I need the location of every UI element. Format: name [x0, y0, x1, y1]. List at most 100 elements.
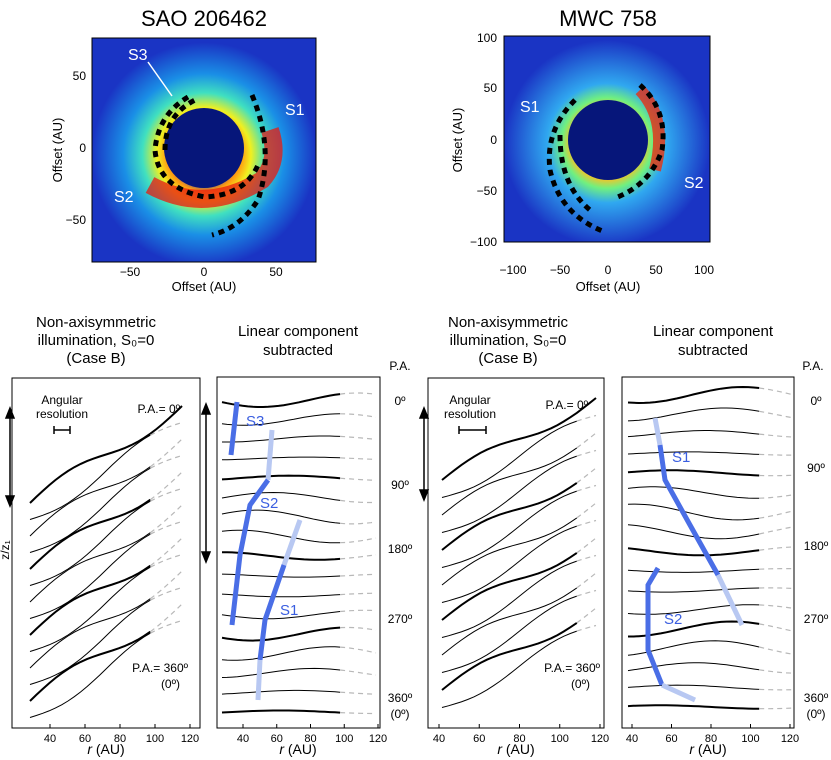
pa-bottom-label: (0º) — [161, 677, 180, 691]
resolution-label: Angular — [449, 393, 490, 407]
bottom-panel-1: Non-axisymmetric illumination, S₀=0 (Cas… — [0, 314, 201, 757]
residual-curve — [221, 491, 341, 501]
profile-curve — [441, 630, 577, 708]
track-s1 — [257, 564, 287, 661]
x-tick-label: 40 — [44, 733, 56, 745]
residual-curve — [627, 486, 760, 499]
x-tick-label: 40 — [433, 733, 445, 745]
pa-label: 270º — [388, 612, 413, 626]
x-tick-label: 80 — [705, 733, 717, 745]
residual-curve — [627, 503, 760, 521]
pa-top-label: P.A.= 0º — [137, 402, 180, 416]
residual-curve — [221, 593, 341, 598]
residual-curve-extension — [759, 604, 793, 609]
x-tick-label: 100 — [146, 733, 164, 745]
pa-label: (0º) — [390, 707, 409, 721]
profile-curve — [441, 447, 578, 516]
x-tick-label: 80 — [304, 733, 316, 745]
title-line: Linear component — [238, 323, 359, 340]
profile-curve-extension — [576, 414, 597, 422]
y-tick: 50 — [73, 69, 87, 83]
track-label: S1 — [672, 449, 690, 466]
profile-curve-extension — [150, 520, 183, 535]
profile-curve-extension — [576, 624, 597, 632]
x-tick-label: 80 — [114, 733, 126, 745]
residual-curve-extension — [759, 410, 793, 419]
spiral-trace-s3 — [162, 97, 197, 151]
profile-curve-extension — [150, 454, 183, 469]
profile-curve-extension — [150, 553, 183, 568]
profile-curve — [441, 397, 597, 481]
residual-curve-extension — [759, 623, 793, 632]
residual-curve-extension — [340, 712, 376, 715]
pa-label: 360º — [388, 691, 413, 705]
axes-frame — [216, 376, 381, 729]
residual-curve-extension — [340, 626, 377, 631]
x-axis-label: r (AU) — [497, 741, 534, 757]
axes-frame — [91, 37, 317, 263]
spiral-trace-s1 — [211, 94, 268, 238]
residual-curve-extension — [340, 669, 377, 676]
panel-title: MWC 758 — [559, 6, 657, 31]
profile-curve — [29, 599, 151, 685]
residual-curve-extension — [759, 568, 792, 570]
pa-bottom-label: P.A.= 360º — [544, 661, 600, 675]
profile-curve-extension — [149, 471, 183, 501]
residual-curve — [627, 704, 760, 710]
profile-curve — [441, 482, 578, 551]
inner-disk — [164, 108, 244, 188]
pa-top-label: P.A.= 0º — [545, 398, 588, 412]
profile-curve — [29, 564, 151, 636]
residual-curve-extension — [340, 646, 377, 654]
x-tick-label: 60 — [79, 733, 91, 745]
x-axis-label: r (AU) — [689, 741, 726, 757]
resolution-label: resolution — [444, 407, 496, 421]
residual-curve — [627, 684, 760, 690]
label-s1: S1 — [520, 99, 540, 116]
residual-curve-extension — [340, 573, 377, 577]
profile-curve-extension — [149, 504, 183, 534]
s3-pointer — [147, 61, 173, 97]
x-tick-label: 100 — [551, 733, 569, 745]
profile-curve — [441, 525, 577, 603]
residual-curve-extension — [759, 707, 793, 710]
x-tick-label: 40 — [237, 733, 249, 745]
x-tick-label: 120 — [781, 733, 799, 745]
x-tick-label: 60 — [665, 733, 677, 745]
profile-curve — [29, 632, 151, 718]
x-tick-label: 80 — [513, 733, 525, 745]
spiral-trace-s2 — [614, 83, 666, 201]
residual-curve — [221, 413, 341, 426]
profile-curve — [29, 405, 183, 504]
label-s1: S1 — [285, 102, 305, 119]
label-s3: S3 — [128, 47, 148, 64]
profile-curve — [29, 500, 151, 586]
residual-curve — [221, 626, 341, 642]
residual-curve-extension — [759, 688, 793, 691]
profile-curve-extension — [149, 537, 183, 567]
pa-label: 180º — [804, 539, 829, 553]
residual-curve-extension — [759, 494, 793, 499]
residual-curve-extension — [340, 477, 377, 481]
resolution-bar — [53, 426, 71, 434]
y-tick: −50 — [477, 184, 498, 198]
title-line: Non-axisymmetric — [448, 314, 569, 331]
track-s1-faded — [715, 573, 745, 627]
x-tick: 50 — [269, 265, 283, 279]
axes-frame — [503, 35, 711, 243]
profile-curve-extension — [576, 502, 597, 519]
profile-curve-extension — [576, 467, 597, 484]
pa-bottom-label: (0º) — [571, 677, 590, 691]
profile-curve — [441, 587, 578, 656]
track-s1 — [657, 444, 721, 577]
residual-curve-extension — [759, 669, 793, 674]
track-label: S2 — [664, 611, 682, 628]
residual-curve-extension — [759, 453, 792, 456]
bottom-panel-4: Linear component subtracted P.A. S1 S2 0… — [621, 323, 829, 757]
y-tick: 0 — [79, 141, 86, 155]
profile-curve-extension — [576, 484, 597, 492]
residual-curve-extension — [340, 457, 377, 460]
profile-curves — [441, 397, 597, 708]
track-s3 — [228, 401, 240, 456]
